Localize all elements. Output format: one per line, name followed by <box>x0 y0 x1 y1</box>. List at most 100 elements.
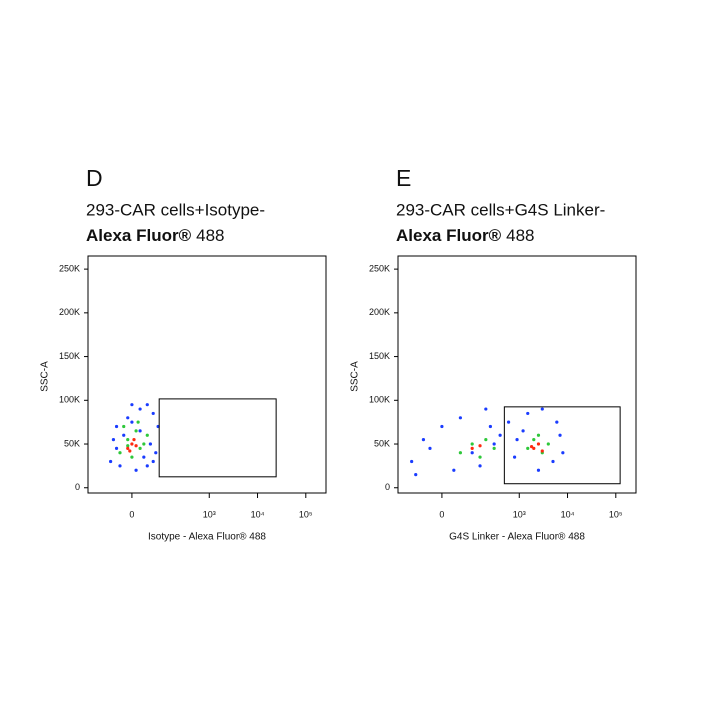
event-dot <box>145 464 149 468</box>
y-tick-label: 100K <box>59 395 80 405</box>
event-dot <box>109 459 113 464</box>
event-dot <box>148 442 152 446</box>
event-dot <box>134 429 138 433</box>
y-tick-label: 0 <box>385 482 390 492</box>
y-tick-label: 100K <box>369 395 390 405</box>
event-dot <box>498 433 502 437</box>
y-tick-label: 0 <box>75 482 80 492</box>
event-dot <box>142 442 146 446</box>
panel-letter: E <box>396 165 411 191</box>
event-dot <box>128 449 132 453</box>
event-dot <box>526 446 530 450</box>
event-dot <box>478 464 482 468</box>
event-dot <box>130 403 134 407</box>
event-dot <box>478 444 482 448</box>
event-dot <box>506 420 511 424</box>
event-dot <box>532 438 536 442</box>
event-dot <box>126 416 130 420</box>
event-dot <box>138 446 142 450</box>
event-dot <box>551 459 555 464</box>
gate <box>503 406 621 485</box>
x-tick-label: 10⁵ <box>609 509 623 519</box>
y-axis-label: SSC-A <box>40 361 51 392</box>
event-dot <box>126 446 130 450</box>
y-tick-label: 150K <box>369 351 390 361</box>
event-dot <box>484 438 488 442</box>
event-dot <box>536 468 541 472</box>
event-dot <box>458 451 462 455</box>
event-dot <box>126 444 130 448</box>
x-tick-label: 10³ <box>203 509 216 519</box>
event-dot <box>546 442 550 446</box>
event-dot <box>130 455 134 459</box>
event-dot <box>151 459 155 464</box>
event-dot <box>421 438 426 442</box>
y-tick-label: 200K <box>369 307 390 317</box>
x-tick-label: 0 <box>129 509 134 519</box>
event-dot <box>470 446 474 450</box>
y-tick-label: 50K <box>374 438 390 448</box>
event-dot <box>561 451 565 455</box>
plot-frame <box>397 255 637 494</box>
event-dot <box>142 455 146 459</box>
y-tick-label: 250K <box>369 263 390 273</box>
event-dot <box>492 442 496 446</box>
gate <box>158 398 277 478</box>
event-dot <box>536 433 541 437</box>
event-dot <box>488 424 492 429</box>
y-axis-label: SSC-A <box>350 361 361 392</box>
event-dot <box>540 449 544 453</box>
event-dot <box>130 420 134 424</box>
event-dot <box>122 424 126 429</box>
event-dot <box>134 444 138 448</box>
event-dot <box>145 433 149 437</box>
event-dot <box>536 442 541 446</box>
event-dot <box>532 446 536 450</box>
panel-title: 293-CAR cells+G4S Linker- <box>396 200 605 219</box>
event-dot <box>111 438 116 442</box>
event-dot <box>540 407 544 411</box>
plot-frame <box>87 255 327 494</box>
event-dot <box>138 407 142 411</box>
event-dot <box>132 438 136 442</box>
subtitle-rest: 488 <box>196 226 224 245</box>
event-dot <box>410 459 414 464</box>
event-dot <box>529 445 534 449</box>
event-dot <box>428 446 432 450</box>
event-dot <box>526 411 530 416</box>
event-dot <box>452 468 456 472</box>
event-dot <box>114 424 119 429</box>
event-dot <box>414 473 418 477</box>
event-dot <box>136 420 140 424</box>
y-tick-label: 250K <box>59 263 80 273</box>
x-axis-label: Isotype - Alexa Fluor® 488 <box>148 532 266 543</box>
panel-letter: D <box>86 165 103 191</box>
x-tick-label: 10⁴ <box>561 509 575 519</box>
y-tick-label: 150K <box>59 351 80 361</box>
event-dot <box>130 442 134 446</box>
event-dot <box>484 407 488 411</box>
event-dot <box>134 468 138 472</box>
event-dot <box>458 416 462 420</box>
subtitle-bold: Alexa Fluor® <box>396 226 502 245</box>
event-dot <box>478 455 482 459</box>
event-dot <box>145 403 149 407</box>
event-dot <box>558 433 562 437</box>
event-dot <box>114 446 119 450</box>
event-dot <box>470 442 474 446</box>
y-tick-label: 200K <box>59 307 80 317</box>
event-dot <box>440 424 444 429</box>
panel-subtitle: Alexa Fluor® 488 <box>86 226 224 245</box>
x-tick-label: 10⁵ <box>299 509 313 519</box>
x-tick-label: 10³ <box>513 509 526 519</box>
panel-subtitle: Alexa Fluor® 488 <box>396 226 534 245</box>
event-dot <box>521 429 525 433</box>
event-dot <box>138 429 142 433</box>
x-tick-label: 10⁴ <box>251 509 265 519</box>
event-dot <box>492 446 496 450</box>
event-dot <box>151 411 155 416</box>
event-dot <box>126 438 130 442</box>
event-dot <box>512 455 517 459</box>
event-dot <box>470 451 474 455</box>
